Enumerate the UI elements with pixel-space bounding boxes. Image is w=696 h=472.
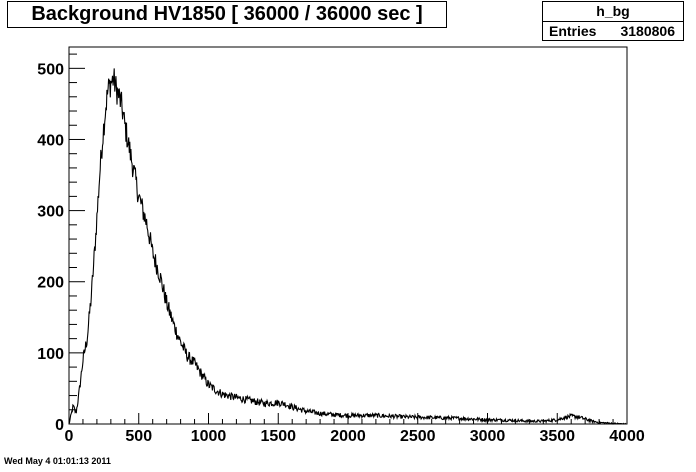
y-tick-label: 200 (37, 275, 64, 292)
x-tick-label: 1500 (260, 428, 296, 445)
x-tick-label: 0 (65, 428, 74, 445)
title-box: Background HV1850 [ 36000 / 36000 sec ] (7, 1, 447, 28)
x-tick-label: 3000 (470, 428, 506, 445)
y-axis: 0 100 200 300 400 500 (37, 53, 85, 434)
stats-histogram-name: h_bg (543, 2, 683, 22)
plot-frame (68, 46, 628, 425)
stats-entries-value: 3180806 (620, 23, 675, 39)
x-tick-label: 4000 (609, 428, 645, 445)
stats-box: h_bg Entries 3180806 (542, 1, 684, 41)
chart-title: Background HV1850 [ 36000 / 36000 sec ] (31, 3, 423, 25)
y-tick-label: 0 (55, 417, 64, 434)
x-tick-label: 2500 (400, 428, 436, 445)
y-tick-label: 300 (37, 204, 64, 221)
x-tick-label: 500 (125, 428, 152, 445)
x-tick-label: 2000 (330, 428, 366, 445)
x-tick-label: 3500 (539, 428, 575, 445)
x-tick-label: 1000 (191, 428, 227, 445)
histogram-series-line (68, 68, 627, 425)
stats-entries-row: Entries 3180806 (543, 22, 683, 41)
stats-entries-label: Entries (549, 23, 597, 39)
y-tick-label: 500 (37, 61, 64, 78)
footer-date: Wed May 4 01:01:13 2011 (4, 456, 111, 466)
y-tick-label: 400 (37, 132, 64, 149)
y-tick-label: 100 (37, 346, 64, 363)
